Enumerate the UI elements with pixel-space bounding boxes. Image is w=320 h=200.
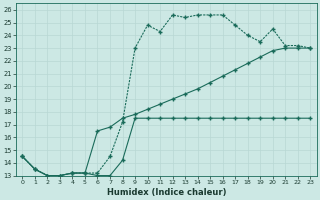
- X-axis label: Humidex (Indice chaleur): Humidex (Indice chaleur): [107, 188, 226, 197]
